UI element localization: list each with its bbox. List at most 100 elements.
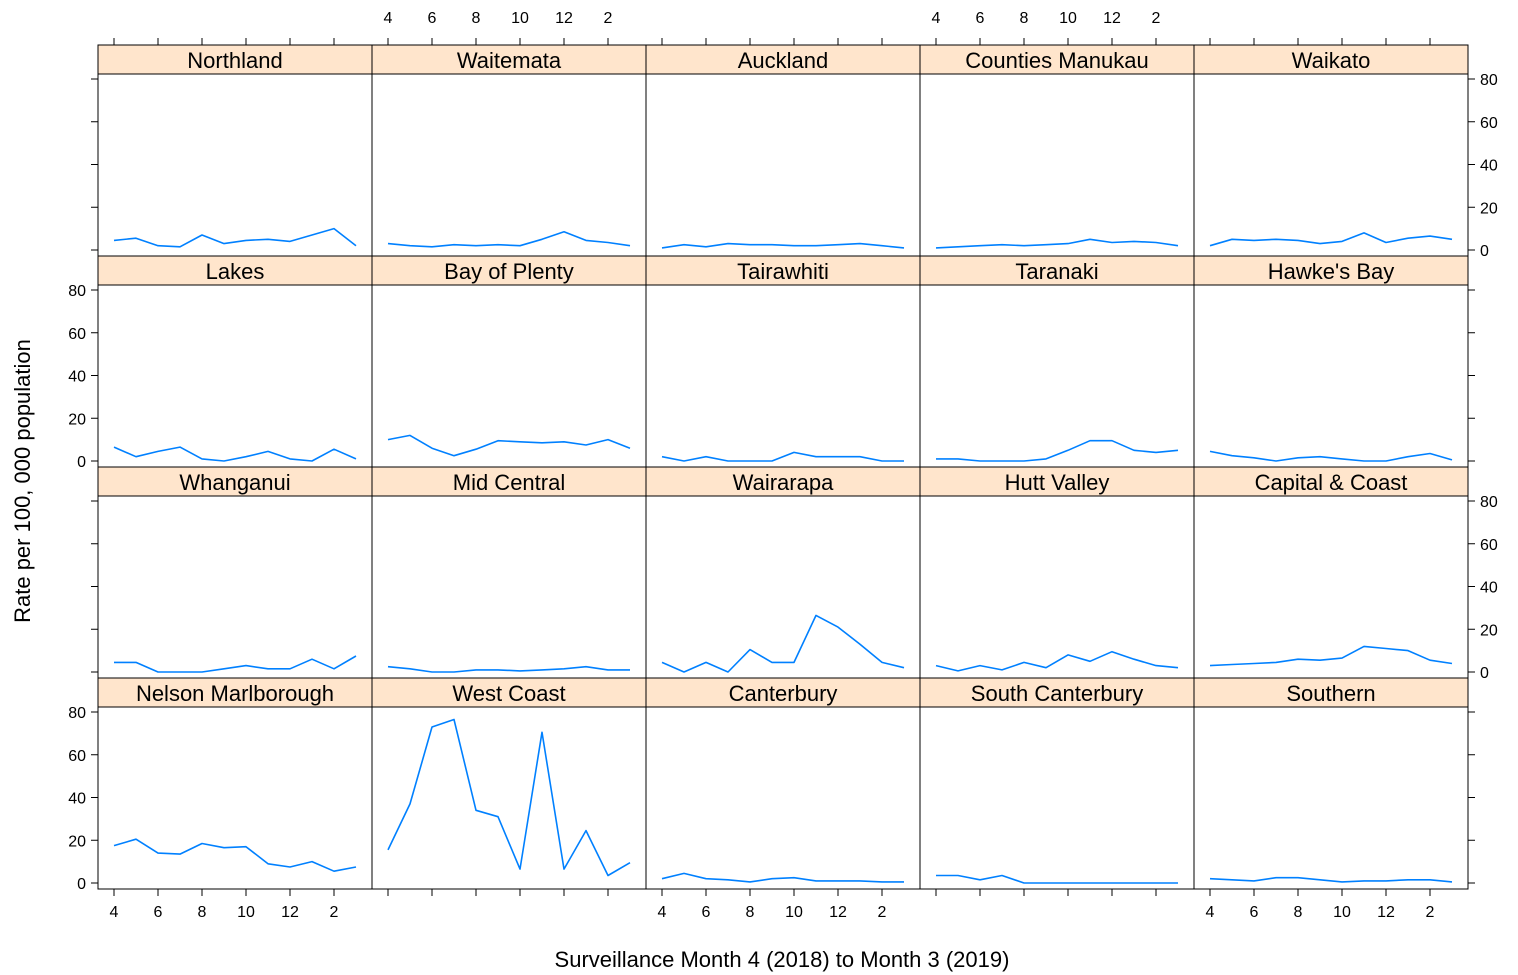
- panel-hawke-s-bay: Hawke's Bay: [1193, 255, 1469, 468]
- panel-frame: [645, 706, 921, 890]
- panel-frame: [1193, 706, 1469, 890]
- x-tick-label: 12: [1377, 904, 1395, 921]
- panel-title: Tairawhiti: [737, 259, 829, 284]
- panel-title: Auckland: [738, 48, 829, 73]
- panel-frame: [371, 495, 647, 679]
- y-tick-label: 40: [68, 791, 86, 808]
- y-tick-label: 0: [77, 876, 86, 893]
- panel-nelson-marlborough: Nelson Marlborough: [97, 677, 373, 890]
- x-tick-label: 6: [702, 904, 711, 921]
- y-tick-label: 60: [1480, 115, 1498, 132]
- panel-strip: [919, 44, 1195, 75]
- series-line: [661, 451, 904, 462]
- y-tick-label: 0: [77, 454, 86, 471]
- panel-capital-and-coast: Capital & Coast: [1193, 466, 1469, 679]
- series-line: [935, 238, 1179, 249]
- panel-title: Waikato: [1292, 48, 1371, 73]
- series-line: [387, 718, 631, 877]
- panel-wairarapa: Wairarapa: [645, 466, 921, 679]
- panel-mid-central: Mid Central: [371, 466, 647, 679]
- panel-title: Southern: [1286, 681, 1375, 706]
- x-tick-label: 8: [472, 10, 481, 27]
- panel-counties-manukau: Counties Manukau: [919, 44, 1195, 257]
- panel-title: Hutt Valley: [1005, 470, 1110, 495]
- series-line: [936, 439, 1179, 462]
- y-tick-label: 20: [68, 411, 86, 428]
- x-axis-title: Surveillance Month 4 (2018) to Month 3 (…: [555, 947, 1010, 972]
- panel-frame: [919, 284, 1195, 468]
- y-tick-label: 20: [1480, 622, 1498, 639]
- panel-tairawhiti: Tairawhiti: [645, 255, 921, 468]
- x-tick-label: 2: [604, 10, 613, 27]
- panel-west-coast: West Coast: [371, 677, 647, 890]
- series-line: [387, 434, 631, 457]
- panel-frame: [919, 73, 1195, 257]
- panel-bay-of-plenty: Bay of Plenty: [371, 255, 647, 468]
- x-tick-label: 12: [555, 10, 573, 27]
- panel-frame: [919, 706, 1195, 890]
- x-tick-label: 12: [281, 904, 299, 921]
- x-tick-label: 6: [1250, 904, 1259, 921]
- x-tick-label: 10: [237, 904, 255, 921]
- series-line: [935, 650, 1179, 672]
- series-line: [113, 446, 357, 462]
- panel-lakes: Lakes: [97, 255, 373, 468]
- panel-title: South Canterbury: [971, 681, 1143, 706]
- series-line: [1209, 876, 1453, 883]
- panel-frame: [1193, 73, 1469, 257]
- panel-frame: [97, 284, 373, 468]
- panel-canterbury: Canterbury: [645, 677, 921, 890]
- x-tick-label: 10: [1059, 10, 1077, 27]
- y-tick-label: 40: [68, 369, 86, 386]
- panel-frame: [1193, 284, 1469, 468]
- series-line: [114, 655, 357, 673]
- x-tick-label: 6: [154, 904, 163, 921]
- panel-strip: [371, 44, 647, 75]
- x-tick-label: 8: [198, 904, 207, 921]
- x-tick-label: 12: [1103, 10, 1121, 27]
- panel-waikato: Waikato: [1193, 44, 1469, 257]
- panel-frame: [371, 73, 647, 257]
- panel-whanganui: Whanganui: [97, 466, 373, 679]
- y-tick-label: 80: [1480, 494, 1498, 511]
- panel-title: Capital & Coast: [1255, 470, 1408, 495]
- x-tick-label: 8: [1294, 904, 1303, 921]
- panel-waitemata: Waitemata: [371, 44, 647, 257]
- x-tick-label: 4: [384, 10, 393, 27]
- series-line: [113, 227, 357, 248]
- panel-strip: [371, 255, 647, 286]
- x-tick-label: 2: [330, 904, 339, 921]
- panel-frame: [1193, 495, 1469, 679]
- panel-taranaki: Taranaki: [919, 255, 1195, 468]
- panel-frame: [919, 495, 1195, 679]
- panel-strip: [1193, 677, 1469, 708]
- series-line: [661, 872, 904, 883]
- x-tick-label: 12: [829, 904, 847, 921]
- x-tick-label: 2: [1426, 904, 1435, 921]
- y-tick-label: 60: [68, 326, 86, 343]
- panel-strip: [97, 44, 373, 75]
- panel-hutt-valley: Hutt Valley: [919, 466, 1195, 679]
- x-tick-label: 4: [1206, 904, 1215, 921]
- series-line: [936, 874, 1178, 884]
- panel-title: Northland: [187, 48, 282, 73]
- panel-strip: [919, 466, 1195, 497]
- x-tick-label: 4: [932, 10, 941, 27]
- y-tick-label: 0: [1480, 665, 1489, 682]
- x-tick-label: 10: [1333, 904, 1351, 921]
- x-tick-label: 4: [658, 904, 667, 921]
- x-tick-label: 8: [1020, 10, 1029, 27]
- panels-layer: Northland Waitemata Auckland Counties Manuk…: [97, 44, 1469, 890]
- panel-strip: [97, 255, 373, 286]
- series-line: [661, 242, 905, 249]
- y-tick-label: 80: [68, 705, 86, 722]
- panel-southern: Southern: [1193, 677, 1469, 890]
- series-line: [387, 231, 631, 248]
- y-tick-label: 80: [1480, 72, 1498, 89]
- panel-frame: [97, 706, 373, 890]
- y-tick-label: 20: [1480, 200, 1498, 217]
- series-line: [113, 838, 357, 873]
- panel-strip: [645, 677, 921, 708]
- x-tick-label: 8: [746, 904, 755, 921]
